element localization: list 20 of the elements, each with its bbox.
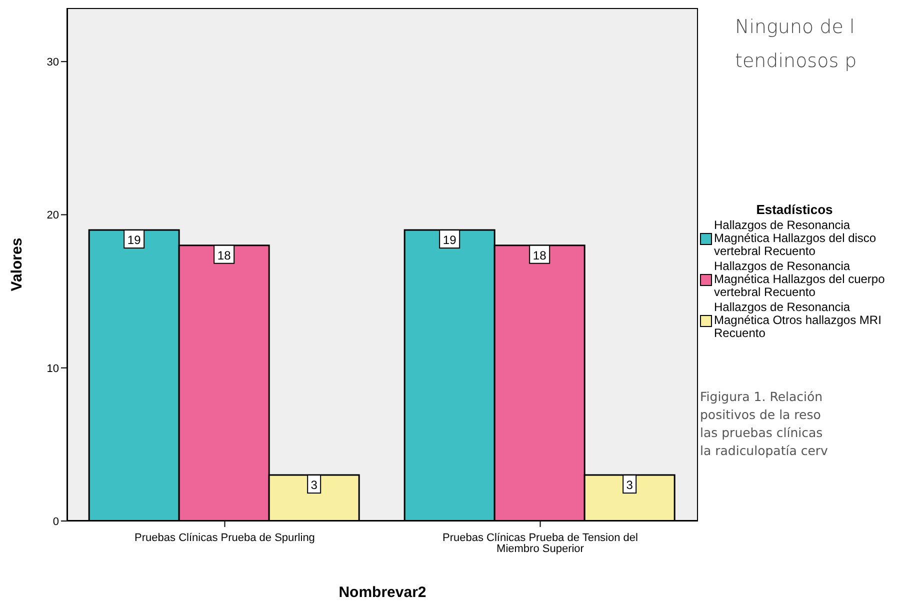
y-tick-label: 10 [46, 362, 59, 375]
data-label: 18 [532, 248, 547, 262]
y-tick-label: 30 [46, 56, 59, 68]
x-axis-title: Nombrevar2 [338, 584, 426, 601]
data-label: 18 [217, 248, 232, 262]
x-tick-label: Pruebas Clínicas Prueba de Tension del Miembro Superior [442, 532, 638, 555]
x-tick-label: Pruebas Clínicas Prueba de Spurling [134, 532, 315, 544]
text: Figigura 1. Relación positivos de la reso las pruebas clínicas la radiculopatía cerv [700, 388, 828, 460]
text: Ninguno de l tendinosos p [735, 15, 857, 74]
data-label: 19 [442, 233, 457, 248]
legend-title: Estadísticos [755, 202, 834, 217]
data-label: 19 [127, 233, 142, 248]
data-label: 3 [626, 478, 634, 492]
legend-label: Hallazgos de Resonancia Magnética Hallazgos del cuerpo vertebral Recuento [714, 259, 886, 299]
y-axis-title: Valores [8, 238, 26, 292]
legend-label: Hallazgos de Resonancia Magnética Otros hallazgos MRI Recuento [714, 300, 882, 340]
y-tick-label: 20 [46, 210, 59, 222]
y-tick-label: 0 [52, 516, 59, 528]
data-label: 3 [310, 478, 318, 492]
legend-label: Hallazgos de Resonancia Magnética Hallazgos del disco vertebral Recuento [714, 218, 878, 258]
